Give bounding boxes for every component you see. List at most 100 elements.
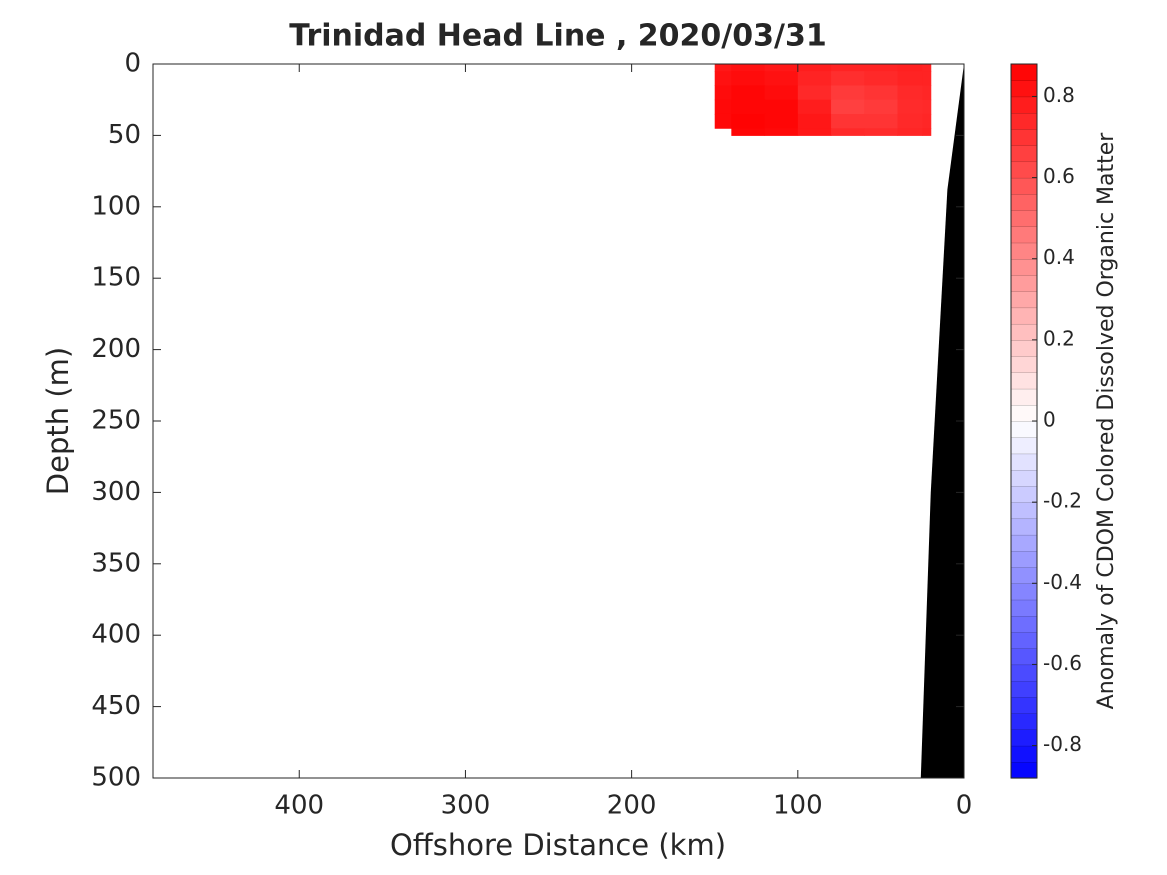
- anomaly-cell: [897, 64, 923, 72]
- anomaly-cell: [831, 85, 865, 101]
- colorbar-band: [1010, 501, 1038, 520]
- y-tick-label: 150: [91, 263, 141, 293]
- colorbar-band: [1010, 599, 1038, 617]
- anomaly-cell: [831, 99, 865, 115]
- y-tick-label: 250: [91, 406, 141, 436]
- colorbar-tick-label: 0.4: [1043, 245, 1075, 269]
- anomaly-cell: [922, 64, 932, 72]
- colorbar-band: [1010, 128, 1038, 146]
- colorbar-band: [1010, 761, 1038, 779]
- colorbar-band: [1010, 680, 1038, 698]
- colorbar-tick-label: 0: [1043, 408, 1056, 432]
- colorbar-band: [1010, 696, 1038, 714]
- colorbar-band: [1010, 388, 1038, 406]
- x-tick-label: 0: [956, 791, 973, 821]
- colorbar-band: [1010, 291, 1038, 309]
- anomaly-cell: [797, 128, 832, 136]
- y-tick-label: 300: [91, 477, 141, 507]
- anomaly-cell: [922, 85, 932, 101]
- y-tick-label: 400: [91, 620, 141, 650]
- anomaly-cell: [714, 71, 732, 86]
- anomaly-cell: [764, 99, 799, 115]
- anomaly-cell: [764, 128, 799, 136]
- colorbar-tick-label: 0.8: [1043, 83, 1075, 107]
- anomaly-cell: [897, 71, 923, 86]
- anomaly-cell: [797, 85, 832, 101]
- anomaly-cell: [714, 64, 732, 72]
- colorbar-band: [1010, 631, 1038, 649]
- y-tick-label: 350: [91, 548, 141, 578]
- colorbar-band: [1010, 80, 1038, 98]
- anomaly-cell: [864, 64, 899, 72]
- anomaly-cell: [714, 113, 732, 129]
- anomaly-cell: [864, 99, 899, 115]
- anomaly-cell: [731, 128, 766, 136]
- anomaly-cell: [831, 113, 865, 129]
- anomaly-cell: [864, 71, 899, 86]
- colorbar-band: [1010, 615, 1038, 633]
- colorbar-band: [1010, 96, 1038, 114]
- colorbar-band: [1010, 518, 1038, 536]
- colorbar-band: [1010, 307, 1038, 325]
- anomaly-cell: [922, 128, 932, 136]
- anomaly-cell: [731, 64, 766, 72]
- colorbar-band: [1010, 63, 1038, 81]
- anomaly-cell: [864, 128, 899, 136]
- anomaly-cell: [897, 99, 923, 115]
- anomaly-cell: [764, 85, 799, 101]
- colorbar-band: [1010, 161, 1038, 179]
- x-axis-label: Offshore Distance (km): [390, 828, 726, 862]
- anomaly-cell: [764, 71, 799, 86]
- colorbar-band: [1010, 177, 1038, 195]
- anomaly-cell: [797, 64, 832, 72]
- colorbar-band: [1010, 566, 1038, 584]
- y-tick-label: 200: [91, 334, 141, 364]
- anomaly-cell: [714, 85, 732, 101]
- colorbar-band: [1010, 583, 1038, 601]
- colorbar-band: [1010, 226, 1038, 244]
- anomaly-cell: [797, 113, 832, 129]
- x-tick-label: 300: [441, 791, 491, 821]
- colorbar-band: [1010, 534, 1038, 552]
- anomaly-cell: [831, 71, 865, 86]
- x-tick-label: 400: [274, 791, 324, 821]
- colorbar-band: [1010, 193, 1038, 211]
- anomaly-cell: [922, 71, 932, 86]
- colorbar-band: [1010, 648, 1038, 666]
- anomaly-cell: [731, 71, 766, 86]
- colorbar-band: [1010, 209, 1038, 227]
- y-tick-label: 100: [91, 191, 141, 221]
- anomaly-cell: [864, 85, 899, 101]
- colorbar-tick-label: -0.8: [1043, 732, 1082, 756]
- colorbar-tick-label: -0.6: [1043, 651, 1082, 675]
- colorbar-band: [1010, 372, 1038, 390]
- bathymetry: [920, 64, 964, 778]
- colorbar-band: [1010, 745, 1038, 763]
- colorbar-tick-label: 0.2: [1043, 326, 1075, 350]
- x-tick-label: 200: [607, 791, 657, 821]
- colorbar-band: [1010, 355, 1038, 373]
- anomaly-cell: [797, 99, 832, 115]
- colorbar-band: [1010, 323, 1038, 341]
- y-tick-label: 450: [91, 691, 141, 721]
- anomaly-cell: [864, 113, 899, 129]
- plot-frame: [152, 63, 965, 779]
- colorbar-band: [1010, 712, 1038, 730]
- colorbar-band: [1010, 729, 1038, 747]
- colorbar-band: [1010, 112, 1038, 130]
- anomaly-cell: [714, 99, 732, 115]
- colorbar-band: [1010, 485, 1038, 503]
- chart-title: Trinidad Head Line , 2020/03/31: [289, 19, 826, 54]
- x-tick-label: 100: [773, 791, 823, 821]
- colorbar-band: [1010, 437, 1038, 455]
- anomaly-cell: [731, 85, 766, 101]
- anomaly-cell: [764, 64, 799, 72]
- colorbar-band: [1010, 258, 1038, 276]
- colorbar-band: [1010, 144, 1038, 163]
- anomaly-cell: [731, 113, 766, 129]
- anomaly-cell: [897, 85, 923, 101]
- anomaly-cell: [764, 113, 799, 129]
- anomaly-cell: [831, 64, 865, 72]
- anomaly-cell: [897, 128, 923, 136]
